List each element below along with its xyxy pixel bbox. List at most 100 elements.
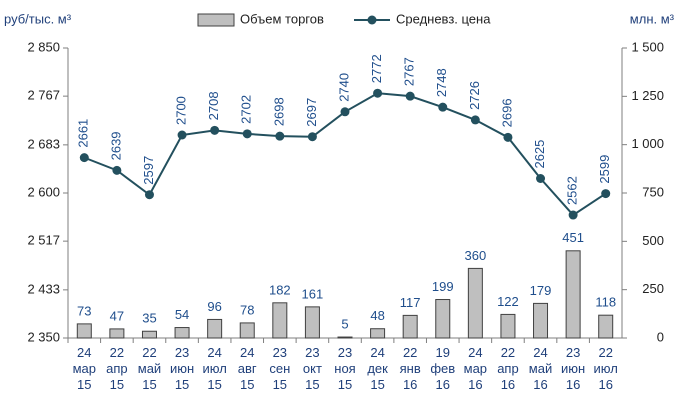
x-tick-label: 24 июл 15 [202, 345, 226, 392]
x-tick-label: 23 окт 15 [303, 345, 322, 392]
tick-label: 2 517 [27, 233, 60, 248]
tick-label: 2 850 [27, 39, 60, 54]
data-label: 451 [562, 230, 584, 245]
bar [304, 306, 320, 339]
data-label: 179 [530, 283, 552, 298]
x-tick-label: 22 май 15 [138, 345, 161, 392]
bar [174, 327, 190, 339]
bar [402, 314, 418, 339]
line-point [470, 115, 480, 125]
legend-label: Объем торгов [240, 11, 324, 26]
line-point [340, 107, 350, 117]
tick-label: 2 683 [27, 136, 60, 151]
x-tick-label: 23 ноя 15 [334, 345, 355, 392]
x-tick-label: 24 мар 15 [73, 345, 96, 392]
x-tick-label: 22 июл 16 [594, 345, 618, 392]
data-label: 360 [465, 248, 487, 263]
tick-label: 500 [642, 233, 664, 248]
tick-label: 2 600 [27, 184, 60, 199]
line-point [373, 88, 383, 98]
tick-label: 1 500 [631, 39, 664, 54]
data-label: 2597 [141, 156, 156, 185]
tick-label: 1 250 [631, 88, 664, 103]
line-point [177, 130, 187, 140]
bar [207, 318, 223, 339]
data-label: 48 [370, 308, 384, 323]
x-tick-label: 22 апр 16 [497, 345, 519, 392]
bar [76, 323, 92, 339]
data-label: 2700 [173, 96, 188, 125]
data-label: 2708 [206, 91, 221, 120]
data-label: 2625 [532, 140, 547, 169]
data-label: 2639 [108, 131, 123, 160]
data-label: 199 [432, 279, 454, 294]
tick-label: 0 [657, 329, 664, 344]
data-label: 2696 [499, 98, 514, 127]
data-label: 54 [175, 307, 189, 322]
bar [337, 336, 353, 339]
bar [239, 322, 255, 339]
data-label: 2772 [369, 54, 384, 83]
bar [272, 302, 288, 339]
tick-label: 750 [642, 184, 664, 199]
data-label: 35 [142, 311, 156, 326]
x-tick-label: 22 апр 15 [106, 345, 128, 392]
x-tick-label: 23 июн 15 [170, 345, 194, 392]
data-label: 2702 [239, 95, 254, 124]
data-label: 78 [240, 302, 254, 317]
line-point [210, 125, 220, 135]
legend-swatch [367, 15, 377, 25]
data-label: 2726 [467, 81, 482, 110]
x-tick-label: 23 июн 16 [561, 345, 585, 392]
line-point [275, 131, 285, 141]
bar [500, 313, 516, 339]
x-tick-label: 24 авг 15 [238, 345, 257, 392]
bar [533, 302, 549, 339]
data-label: 2661 [76, 119, 91, 148]
data-label: 118 [595, 295, 616, 310]
line-point [79, 153, 89, 163]
line-point [503, 132, 513, 142]
y2-axis-title: млн. м³ [630, 11, 675, 26]
data-label: 161 [302, 286, 324, 301]
data-label: 2748 [434, 68, 449, 97]
line-point [405, 91, 415, 101]
data-label: 2698 [271, 97, 286, 126]
data-label: 5 [341, 316, 348, 331]
tick-label: 2 767 [27, 88, 60, 103]
x-tick-label: 19 фев 16 [430, 345, 455, 392]
tick-label: 250 [642, 281, 664, 296]
data-label: 122 [497, 294, 519, 309]
data-label: 2767 [402, 57, 417, 86]
tick-label: 2 433 [27, 281, 60, 296]
line-point [307, 132, 317, 142]
bar [370, 328, 386, 339]
data-label: 2599 [597, 155, 612, 184]
line-point [242, 129, 252, 139]
y-axis-title: руб/тыс. м³ [4, 11, 72, 26]
data-label: 73 [77, 303, 91, 318]
tick-label: 2 350 [27, 329, 60, 344]
line-point [112, 165, 122, 175]
x-tick-label: 23 сен 15 [269, 345, 290, 392]
data-label: 2562 [565, 176, 580, 205]
bar [565, 250, 581, 339]
line-point [144, 190, 154, 200]
data-label: 47 [110, 308, 124, 323]
bar [141, 330, 157, 339]
bar [467, 267, 483, 339]
data-label: 2697 [304, 98, 319, 127]
line-point [438, 102, 448, 112]
bar [109, 328, 125, 339]
data-label: 96 [207, 299, 221, 314]
data-label: 117 [400, 295, 421, 310]
bar [598, 314, 614, 339]
bar [435, 299, 451, 339]
line-point [568, 210, 578, 220]
x-tick-label: 24 дек 15 [367, 345, 388, 392]
legend-swatch [197, 13, 235, 27]
line-point [601, 189, 611, 199]
line-point [536, 174, 546, 183]
data-label: 182 [269, 282, 291, 297]
